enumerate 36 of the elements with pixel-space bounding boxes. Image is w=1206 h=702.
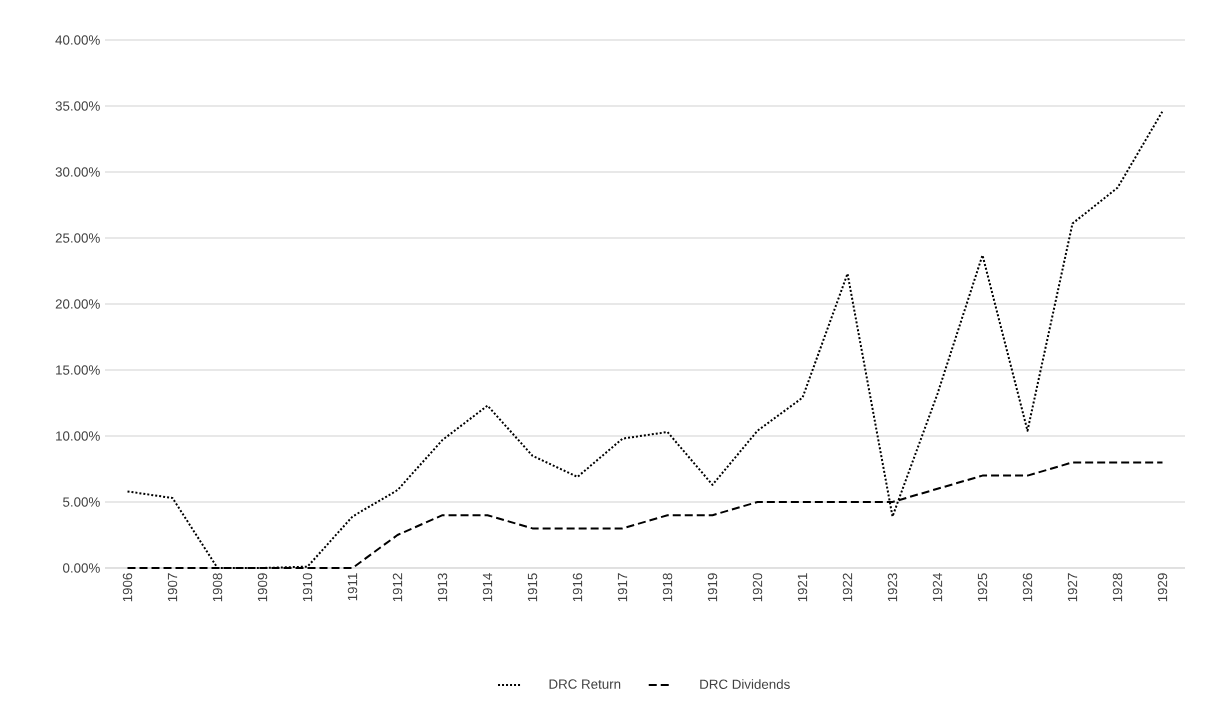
x-tick-label: 1915 bbox=[527, 573, 538, 602]
y-tick-label: 25.00% bbox=[55, 233, 100, 243]
x-tick-label: 1928 bbox=[1112, 573, 1123, 602]
line-series bbox=[126, 110, 1164, 569]
x-tick-label: 1906 bbox=[122, 573, 133, 602]
x-tick-label: 1918 bbox=[662, 573, 673, 602]
y-tick-label: 5.00% bbox=[63, 497, 100, 507]
y-tick-label: 0.00% bbox=[63, 563, 100, 573]
x-tick-label: 1914 bbox=[482, 573, 493, 602]
y-tick-label: 40.00% bbox=[55, 35, 100, 45]
x-tick-label: 1925 bbox=[977, 573, 988, 602]
x-tick-label: 1908 bbox=[212, 573, 223, 602]
x-tick-label: 1907 bbox=[167, 573, 178, 602]
x-tick-label: 1929 bbox=[1157, 573, 1168, 602]
y-tick-label: 30.00% bbox=[55, 167, 100, 177]
y-tick-label: 20.00% bbox=[55, 299, 100, 309]
x-tick-label: 1917 bbox=[617, 573, 628, 602]
x-tick-label: 1912 bbox=[392, 573, 403, 602]
x-tick-label: 1921 bbox=[797, 573, 808, 602]
y-tick-label: 15.00% bbox=[56, 365, 100, 375]
x-tick-label: 1919 bbox=[707, 573, 718, 602]
x-tick-label: 1916 bbox=[572, 573, 583, 602]
x-tick-label: 1911 bbox=[347, 573, 358, 601]
x-tick-label: 1922 bbox=[842, 573, 853, 602]
x-tick-label: 1913 bbox=[437, 573, 448, 602]
y-tick-label: 35.00% bbox=[55, 101, 100, 111]
legend-label: DRC Return bbox=[549, 679, 621, 689]
x-tick-label: 1926 bbox=[1022, 573, 1033, 602]
x-tick-label: 1924 bbox=[932, 573, 943, 602]
y-tick-label: 10.00% bbox=[56, 431, 100, 441]
x-tick-label: 1920 bbox=[752, 573, 763, 602]
x-tick-label: 1923 bbox=[887, 573, 898, 602]
legend-label: DRC Dividends bbox=[700, 679, 790, 689]
x-tick-label: 1910 bbox=[302, 573, 313, 602]
x-tick-label: 1909 bbox=[257, 573, 268, 602]
x-tick-label: 1927 bbox=[1067, 573, 1078, 602]
